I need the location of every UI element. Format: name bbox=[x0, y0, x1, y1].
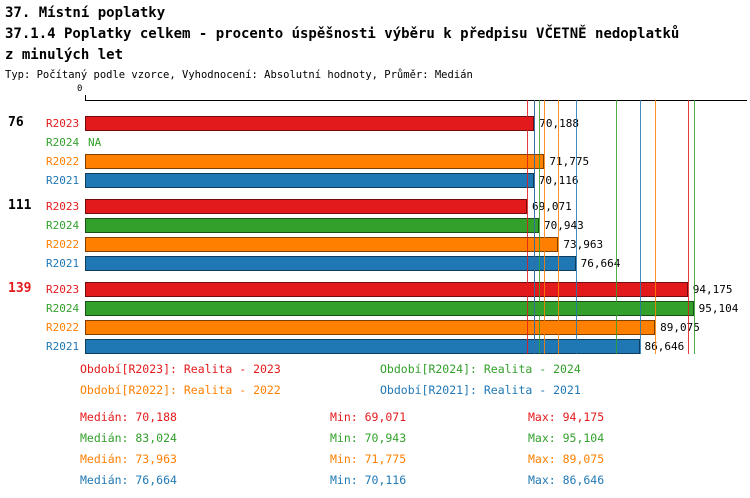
stats-row-r2023: Medián: 70,188 Min: 69,071 Max: 94,175 bbox=[0, 410, 750, 431]
value-label: 76,664 bbox=[580, 257, 621, 270]
series-label: R2021 bbox=[46, 257, 80, 270]
chart-row: R2022 89,075 bbox=[0, 318, 750, 337]
value-label: 89,075 bbox=[660, 321, 700, 334]
stat-max-r2022: Max: 89,075 bbox=[528, 452, 605, 466]
series-label: R2022 bbox=[46, 155, 80, 168]
marker-line-r2021-median bbox=[575, 100, 577, 354]
value-bar bbox=[85, 256, 576, 271]
chart-row: 76R202370,188 bbox=[0, 114, 750, 133]
chart-stats: Medián: 70,188 Min: 69,071 Max: 94,175 Medi… bbox=[0, 410, 750, 494]
stat-max-r2021: Max: 86,646 bbox=[528, 473, 605, 487]
series-label: R2021 bbox=[46, 174, 80, 187]
bar-chart: 0 76R202370,188R2024NAR202271,775R202170… bbox=[0, 84, 750, 358]
legend-item-r2023: Období[R2023]: Realita - 2023 bbox=[80, 362, 281, 376]
marker-line-r2022-median bbox=[558, 100, 560, 354]
chart-plot: 76R202370,188R2024NAR202271,775R202170,1… bbox=[0, 100, 750, 358]
na-label: NA bbox=[88, 136, 102, 149]
series-label: R2024 bbox=[46, 136, 80, 149]
series-label: R2023 bbox=[46, 117, 80, 130]
series-label: R2023 bbox=[46, 200, 80, 213]
axis-tick bbox=[85, 95, 86, 100]
stats-row-r2022: Medián: 73,963 Min: 71,775 Max: 89,075 bbox=[0, 452, 750, 473]
marker-line-r2021-min bbox=[533, 100, 535, 354]
stat-median-r2023: Medián: 70,188 bbox=[80, 410, 177, 424]
chart-legend: Období[R2023]: Realita - 2023 Období[R202… bbox=[0, 356, 750, 406]
chart-row: R2022 73,963 bbox=[0, 235, 750, 254]
series-label: R2023 bbox=[46, 283, 80, 296]
marker-line-r2024-max bbox=[693, 100, 695, 354]
page-title: 37. Místní poplatky bbox=[5, 5, 166, 21]
marker-line-r2023-max bbox=[687, 100, 689, 354]
chart-row: R2024 70,943 bbox=[0, 216, 750, 235]
value-bar bbox=[85, 237, 559, 252]
series-label: R2021 bbox=[46, 340, 80, 353]
axis-line bbox=[85, 100, 747, 101]
series-label: R2024 bbox=[46, 219, 80, 232]
stat-max-r2023: Max: 94,175 bbox=[528, 410, 605, 424]
marker-line-r2024-median bbox=[616, 100, 618, 354]
value-bar bbox=[85, 116, 535, 131]
series-label: R2024 bbox=[46, 302, 80, 315]
marker-line-r2021-max bbox=[639, 100, 641, 354]
stat-median-r2024: Medián: 83,024 bbox=[80, 431, 177, 445]
group-label: 76 bbox=[8, 115, 24, 130]
stat-min-r2023: Min: 69,071 bbox=[330, 410, 407, 424]
value-bar bbox=[85, 154, 545, 169]
chart-row: R2022 71,775 bbox=[0, 152, 750, 171]
value-bar bbox=[85, 320, 656, 335]
indicator-meta: Typ: Počítaný podle vzorce, Vyhodnocení:… bbox=[5, 69, 473, 81]
value-bar bbox=[85, 339, 640, 354]
stat-min-r2022: Min: 71,775 bbox=[330, 452, 407, 466]
stat-min-r2024: Min: 70,943 bbox=[330, 431, 407, 445]
report-header: 37. Místní poplatky 37.1.4 Poplatky celk… bbox=[5, 3, 748, 81]
series-label: R2022 bbox=[46, 321, 80, 334]
value-label: 70,943 bbox=[544, 219, 584, 232]
series-label: R2022 bbox=[46, 238, 80, 251]
stat-max-r2024: Max: 95,104 bbox=[528, 431, 605, 445]
chart-row: R2021 76,664 bbox=[0, 254, 750, 273]
page-subtitle-line1: 37.1.4 Poplatky celkem - procento úspěšn… bbox=[5, 26, 680, 42]
value-label: 86,646 bbox=[644, 340, 685, 353]
value-bar bbox=[85, 173, 534, 188]
axis-origin-label: 0 bbox=[77, 84, 83, 94]
value-label: 95,104 bbox=[698, 302, 739, 315]
page-subtitle-line2: z minulých let bbox=[5, 47, 124, 63]
group-label: 139 bbox=[8, 281, 32, 296]
legend-item-r2024: Období[R2024]: Realita - 2024 bbox=[380, 362, 581, 376]
value-label: 94,175 bbox=[692, 283, 733, 296]
stats-row-r2021: Medián: 76,664 Min: 70,116 Max: 86,646 bbox=[0, 473, 750, 494]
marker-line-r2022-max bbox=[655, 100, 657, 354]
stat-median-r2021: Medián: 76,664 bbox=[80, 473, 177, 487]
value-bar bbox=[85, 282, 688, 297]
chart-row: R2021 86,646 bbox=[0, 337, 750, 356]
value-label: 71,775 bbox=[549, 155, 590, 168]
chart-row: 111 R2023 69,071 bbox=[0, 197, 750, 216]
chart-row: R2024 NA bbox=[0, 133, 750, 152]
chart-row: R202170,116 bbox=[0, 171, 750, 190]
value-label: 73,963 bbox=[563, 238, 604, 251]
marker-line-r2023-min bbox=[527, 100, 529, 354]
chart-row: R2024 95,104 bbox=[0, 299, 750, 318]
stat-min-r2021: Min: 70,116 bbox=[330, 473, 407, 487]
marker-line-r2024-min bbox=[539, 100, 541, 354]
chart-row: 139 R2023 94,175 bbox=[0, 280, 750, 299]
value-label: 69,071 bbox=[532, 200, 572, 213]
stat-median-r2022: Medián: 73,963 bbox=[80, 452, 177, 466]
legend-item-r2021: Období[R2021]: Realita - 2021 bbox=[380, 383, 581, 397]
value-bar bbox=[85, 199, 528, 214]
legend-item-r2022: Období[R2022]: Realita - 2022 bbox=[80, 383, 281, 397]
group-label: 111 bbox=[8, 198, 32, 213]
value-bar bbox=[85, 301, 694, 316]
marker-line-r2022-min bbox=[544, 100, 546, 354]
value-bar bbox=[85, 218, 540, 233]
stats-row-r2024: Medián: 83,024 Min: 70,943 Max: 95,104 bbox=[0, 431, 750, 452]
